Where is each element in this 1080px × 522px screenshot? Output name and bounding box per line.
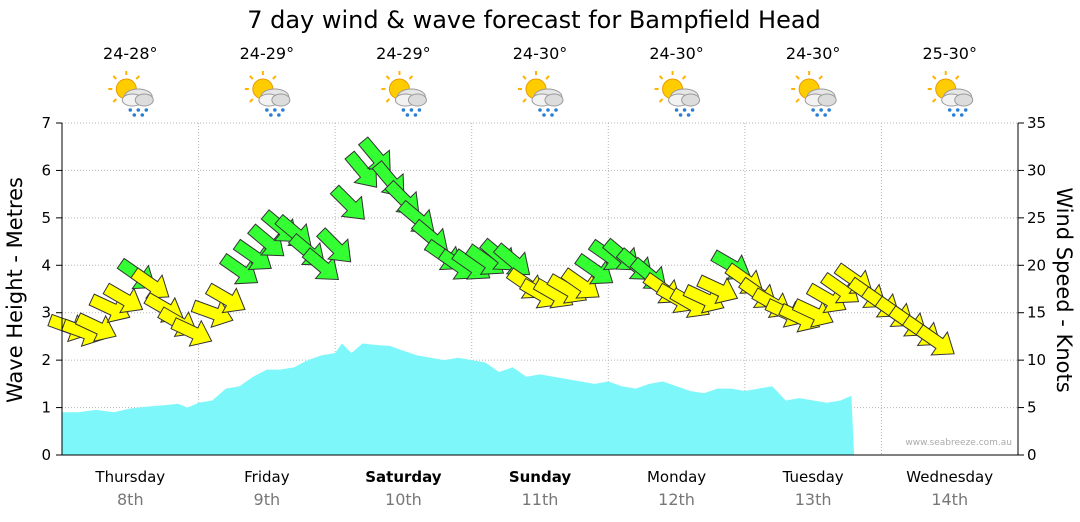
day-name-label: Tuesday [782, 468, 844, 486]
wind-arrow [696, 274, 739, 305]
right-tick-label: 20 [1027, 256, 1046, 274]
right-tick-label: 25 [1027, 209, 1046, 227]
wind-arrow [190, 299, 234, 329]
wind-arrow [791, 298, 834, 328]
right-tick-label: 30 [1027, 161, 1046, 179]
day-name-label: Sunday [509, 468, 572, 486]
gridlines [62, 122, 1018, 455]
right-tick-label: 15 [1027, 304, 1046, 322]
wind-arrow [316, 227, 352, 263]
day-name-label: Monday [647, 468, 706, 486]
wind-arrow [915, 324, 955, 356]
partly-cloudy-rain-icon [517, 70, 564, 118]
temperature-label: 24-29° [240, 44, 295, 63]
left-axis-ticks: 0 1 2 3 4 5 6 7 [41, 114, 62, 464]
wind-arrow-shape [560, 267, 600, 299]
wind-arrow [247, 223, 285, 257]
right-axis-title: Wind Speed - Knots [1052, 187, 1076, 392]
wind-arrow [560, 267, 600, 299]
partly-cloudy-rain-icon [926, 70, 974, 118]
right-tick-label: 10 [1027, 351, 1046, 369]
left-tick-label: 5 [41, 209, 51, 227]
right-tick-label: 35 [1027, 114, 1046, 132]
partly-cloudy-rain-icon [653, 70, 701, 118]
wind-arrow-shape [791, 298, 834, 328]
wind-arrow [170, 317, 213, 347]
wind-arrow-shape [102, 282, 144, 314]
wind-arrow [574, 252, 614, 285]
wind-arrow-shape [190, 299, 234, 329]
wind-arrow-shape [74, 312, 117, 342]
wind-arrow [232, 238, 272, 271]
wind-arrow-shape [218, 252, 259, 285]
day-name-label: Saturday [365, 468, 442, 486]
left-tick-label: 4 [41, 256, 51, 274]
wind-arrow-shape [301, 247, 339, 280]
partly-cloudy-heavy-rain-icon [243, 70, 291, 118]
wind-arrow-shape [329, 184, 365, 220]
credit-text: www.seabreeze.com.au [905, 438, 1012, 448]
left-axis-title: Wave Height - Metres [3, 177, 27, 403]
right-axis-ticks: 0 5 10 15 20 25 30 35 [1018, 114, 1046, 464]
wave-height-series [62, 343, 855, 455]
left-tick-label: 2 [41, 351, 51, 369]
day-date-label: 8th [117, 490, 144, 509]
temperature-label: 24-28° [103, 44, 158, 63]
wind-arrow-shape [204, 282, 246, 314]
daily-weather-icons [107, 70, 974, 118]
left-tick-label: 0 [41, 446, 51, 464]
left-tick-label: 3 [41, 304, 51, 322]
temperature-label: 25-30° [922, 44, 977, 63]
day-name-label: Wednesday [906, 468, 993, 486]
wind-arrows [47, 136, 955, 356]
wind-arrow [819, 271, 860, 304]
wind-arrow [74, 312, 117, 342]
wind-arrow-shape [574, 252, 614, 285]
temperature-label: 24-30° [786, 44, 841, 63]
partly-cloudy-rain-icon [107, 70, 155, 118]
wind-arrow-shape [316, 227, 352, 263]
wind-arrow-shape [232, 238, 272, 271]
right-tick-label: 0 [1027, 446, 1037, 464]
left-tick-label: 7 [41, 114, 51, 132]
day-date-label: 11th [522, 490, 559, 509]
left-tick-label: 1 [41, 399, 51, 417]
wind-arrow [218, 252, 259, 285]
temperature-label: 24-30° [649, 44, 704, 63]
wind-arrow-shape [696, 274, 739, 305]
day-name-label: Thursday [94, 468, 165, 486]
chart-title: 7 day wind & wave forecast for Bampfield… [247, 6, 821, 34]
wind-arrow [301, 247, 339, 280]
wind-arrow-shape [247, 223, 285, 257]
day-date-label: 12th [658, 490, 695, 509]
temperature-label: 24-30° [513, 44, 568, 63]
day-name-label: Friday [244, 468, 290, 486]
day-date-label: 10th [385, 490, 422, 509]
day-date-label: 14th [931, 490, 968, 509]
wave-height-area [62, 343, 855, 455]
wind-arrow-shape [819, 271, 860, 304]
day-date-label: 9th [254, 490, 281, 509]
left-tick-label: 6 [41, 161, 51, 179]
wind-arrow [204, 282, 246, 314]
partly-cloudy-rain-icon [380, 70, 428, 118]
day-labels: Thursday 8th Friday 9th Saturday 10th Sunday 11… [94, 468, 993, 509]
daily-temperatures: 24-28° 24-29° 24-29° 24-30° 24-30° 24-30° 25-3… [103, 44, 977, 63]
partly-cloudy-rain-icon [790, 70, 838, 118]
temperature-label: 24-29° [376, 44, 431, 63]
wind-arrow [102, 282, 144, 314]
wind-arrow-shape [915, 324, 955, 356]
wind-arrow-shape [170, 317, 213, 347]
wind-arrow [329, 184, 365, 220]
day-date-label: 13th [795, 490, 832, 509]
right-tick-label: 5 [1027, 399, 1037, 417]
